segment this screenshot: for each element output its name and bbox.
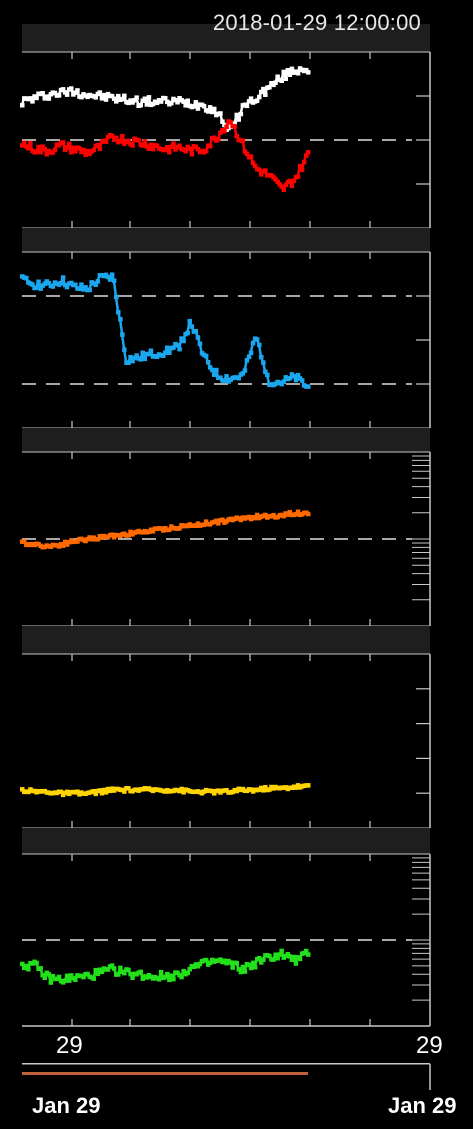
series-line-5-1 — [20, 949, 310, 984]
data-point-2-1-140 — [306, 384, 311, 389]
data-point-1-2-0 — [20, 143, 25, 148]
data-point-1-1-140 — [306, 70, 311, 75]
panel-header-2 — [22, 228, 430, 252]
date-label-right: Jan 29 — [388, 1093, 457, 1118]
x-tick-label-right: 29 — [416, 1032, 443, 1059]
data-point-3-1-140 — [306, 511, 311, 517]
series-line-3-1 — [21, 510, 309, 549]
timestamp-label: 2018-01-29 12:00:00 — [212, 10, 421, 35]
timebar-fill — [22, 1072, 308, 1075]
panel-header-5 — [22, 828, 430, 854]
top-band — [0, 0, 473, 24]
data-point-1-1-0 — [20, 103, 25, 108]
series-line-1-1 — [20, 66, 309, 131]
x-tick-label-left: 29 — [56, 1032, 83, 1059]
series-line-2-1 — [21, 273, 309, 388]
panel-header-3 — [22, 428, 430, 452]
panel-header-1 — [22, 24, 430, 52]
date-label-left: Jan 29 — [32, 1093, 101, 1118]
data-point-4-1-140 — [306, 783, 311, 788]
panel-header-4 — [22, 626, 430, 654]
timebar-track-top — [22, 1063, 430, 1065]
data-point-5-1-140 — [306, 952, 311, 957]
series-line-4-1 — [21, 783, 309, 796]
series-line-1-2 — [20, 119, 310, 191]
